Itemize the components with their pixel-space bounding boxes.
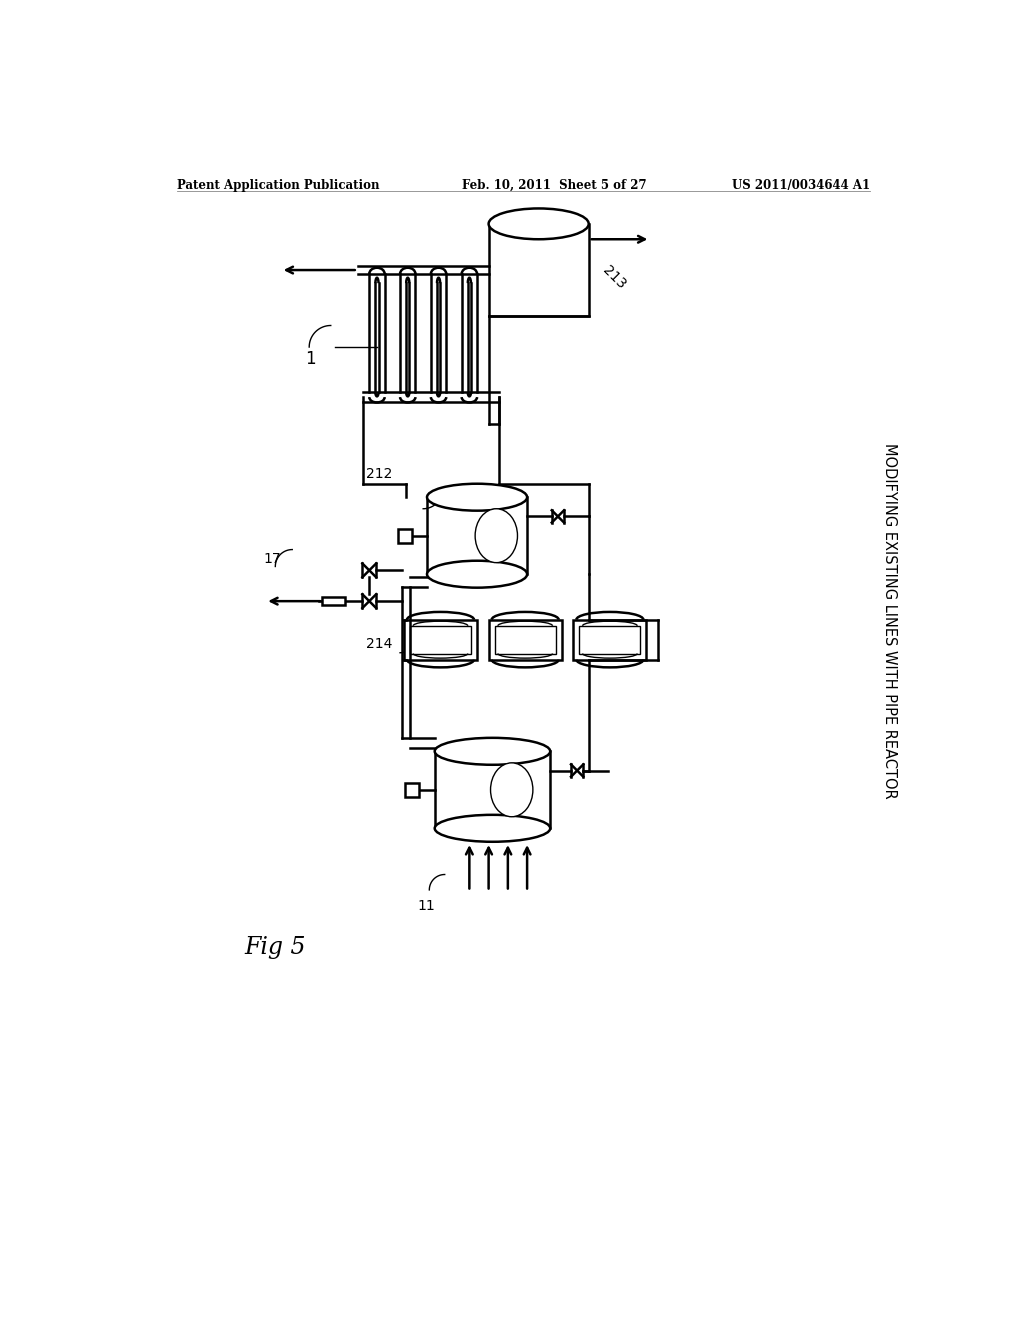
Text: 214: 214 — [366, 636, 392, 651]
Ellipse shape — [488, 209, 589, 239]
Text: 11: 11 — [417, 899, 435, 913]
Ellipse shape — [475, 508, 517, 562]
Bar — [397, 529, 412, 543]
Bar — [435, 751, 550, 829]
Ellipse shape — [490, 763, 532, 817]
Bar — [580, 626, 640, 653]
Bar — [488, 224, 589, 317]
Text: 17: 17 — [263, 552, 281, 566]
Text: Feb. 10, 2011  Sheet 5 of 27: Feb. 10, 2011 Sheet 5 of 27 — [462, 180, 646, 193]
Text: 212: 212 — [366, 467, 392, 480]
Text: US 2011/0034644 A1: US 2011/0034644 A1 — [731, 180, 869, 193]
Bar — [488, 619, 562, 660]
Ellipse shape — [435, 814, 550, 842]
Bar — [495, 626, 556, 653]
Text: 1: 1 — [305, 350, 315, 367]
Bar — [427, 498, 527, 574]
Bar — [403, 619, 477, 660]
Text: 213: 213 — [600, 264, 629, 292]
Bar — [573, 619, 646, 660]
Text: Patent Application Publication: Patent Application Publication — [177, 180, 379, 193]
Bar — [322, 597, 345, 605]
Ellipse shape — [435, 738, 550, 764]
Text: MODIFYING EXISTING LINES WITH PIPE REACTOR: MODIFYING EXISTING LINES WITH PIPE REACT… — [882, 442, 896, 799]
Text: Fig 5: Fig 5 — [245, 936, 306, 960]
Ellipse shape — [427, 483, 527, 511]
Bar — [410, 626, 471, 653]
Bar — [406, 783, 419, 797]
Ellipse shape — [427, 561, 527, 587]
